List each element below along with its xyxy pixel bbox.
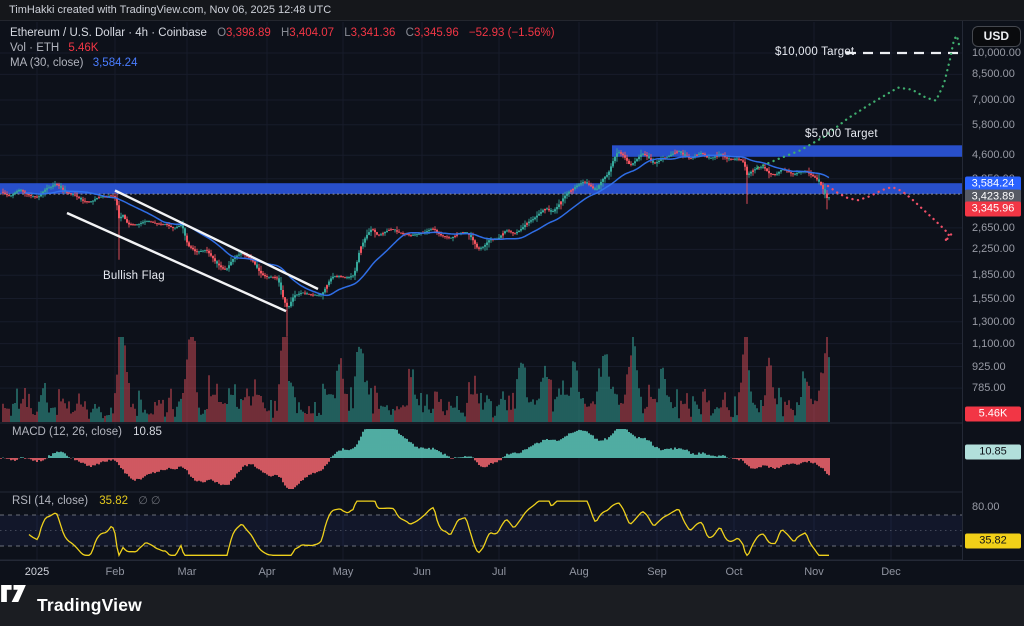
change-value: −52.93 (−1.56%) [468,27,555,39]
macd-label: MACD (12, 26, close) [12,426,122,438]
rsi-value: 35.82 [99,495,129,507]
ma-value: 3,584.24 [92,57,138,69]
price-tick: 925.00 [972,360,1006,373]
rsi-badge: 35.82 [965,533,1021,549]
tradingview-brand[interactable]: TradingView [37,594,142,615]
volume-bars-down [2,337,828,422]
price-tick: 8,500.00 [972,68,1015,81]
attribution-text: TimHakki created with TradingView.com, N… [9,4,332,16]
price-tick: 1,100.00 [972,337,1015,350]
high-label: H [280,27,290,39]
price-tick: 1,300.00 [972,315,1015,328]
price-tick: 5,800.00 [972,118,1015,131]
rsi-hidden-args: ∅ ∅ [138,495,161,507]
open-value: 3,398.89 [226,27,271,39]
volume-badge: 5.46K [965,406,1021,422]
time-axis-label: Oct [725,566,743,578]
time-axis-label: Apr [258,566,276,578]
low-value: 3,341.36 [350,27,396,39]
resistance-zone[interactable] [612,145,962,157]
price-tick: 2,250.00 [972,243,1015,256]
close-label: C [405,27,414,39]
flag-upper-line[interactable] [114,189,319,291]
rsi-line [28,500,829,558]
macd-value: 10.85 [133,426,162,438]
volume-bars-up [10,337,830,422]
open-label: O [217,27,227,39]
price-axis[interactable]: 10,000.00 8,500.00 7,000.00 5,800.00 4,600.0… [962,21,1024,560]
footer: TradingView [0,584,1024,626]
vertical-gridlines [36,22,892,560]
chart-canvas[interactable] [0,21,1024,584]
rsi-label: RSI (14, close) [12,495,89,507]
symbol-title[interactable]: Ethereum / U.S. Dollar · 4h · Coinbase [10,27,207,39]
projection-bearish[interactable] [826,184,955,243]
price-tick: 7,000.00 [972,94,1015,106]
currency-button[interactable]: USD [971,26,1021,47]
attribution-bar: TimHakki created with TradingView.com, N… [0,0,1024,21]
rsi-tick-80: 80.00 [972,501,1000,514]
time-axis-label: 2025 [24,566,50,578]
time-axis-label: Mar [177,566,197,578]
support-zone[interactable] [0,183,962,194]
time-axis-label: Nov [804,566,824,578]
time-axis-label: Aug [569,566,589,578]
legend-row-volume: Vol · ETH 5.46K [10,41,555,55]
horizontal-gridlines [0,52,962,389]
last-price-badge: 3,345.96 [965,201,1021,217]
macd-histogram-negative [0,458,830,489]
candle-wicks-down [2,149,828,337]
price-tick: 4,600.00 [972,149,1015,162]
annotation-bullish-flag[interactable]: Bullish Flag [103,270,165,282]
price-tick: 1,850.00 [972,269,1015,282]
high-value: 3,404.07 [289,27,335,39]
annotation-10k-target[interactable]: $10,000 Target [775,46,855,58]
volume-label: Vol · ETH [10,42,60,54]
candle-bodies-down [2,151,828,307]
low-label: L [344,27,351,39]
chart-area[interactable]: Ethereum / U.S. Dollar · 4h · Coinbase O… [0,21,1024,585]
ma-price-badge: 3,584.24 [965,176,1021,192]
price-tick: 10,000.00 [972,47,1021,59]
macd-badge: 10.85 [965,444,1021,460]
legend-row-symbol: Ethereum / U.S. Dollar · 4h · Coinbase O… [10,26,555,40]
macd-legend: MACD (12, 26, close) 10.85 [12,426,162,438]
annotation-5k-target[interactable]: $5,000 Target [805,128,878,140]
flag-lower-line[interactable] [66,211,287,313]
price-tick: 2,650.00 [972,221,1015,234]
price-tick: 785.00 [972,382,1006,395]
ma-line [24,154,830,297]
ma-label: MA (30, close) [10,57,84,69]
legend-row-ma: MA (30, close) 3,584.24 [10,56,555,70]
candle-bodies-up [10,151,830,307]
rsi-legend: RSI (14, close) 35.82 ∅ ∅ [12,494,160,507]
time-axis-label: Jul [491,566,507,578]
volume-value: 5.46K [68,42,99,54]
macd-histogram-positive [2,429,732,458]
time-axis-label: Dec [881,566,901,578]
time-axis-label: May [332,566,354,578]
symbol-legend: Ethereum / U.S. Dollar · 4h · Coinbase O… [10,26,555,71]
close-value: 3,345.96 [413,27,459,39]
rsi-band [0,515,962,546]
time-axis-label: Sep [647,566,667,578]
time-axis[interactable]: 2025 Feb Mar Apr May Jun Jul Aug Sep Oct Nov Dec [0,560,1024,585]
price-tick: 1,550.00 [972,292,1015,305]
time-axis-label: Feb [105,566,125,578]
line-price-badge: 3,423.89 [965,189,1021,204]
time-axis-label: Jun [413,566,431,578]
